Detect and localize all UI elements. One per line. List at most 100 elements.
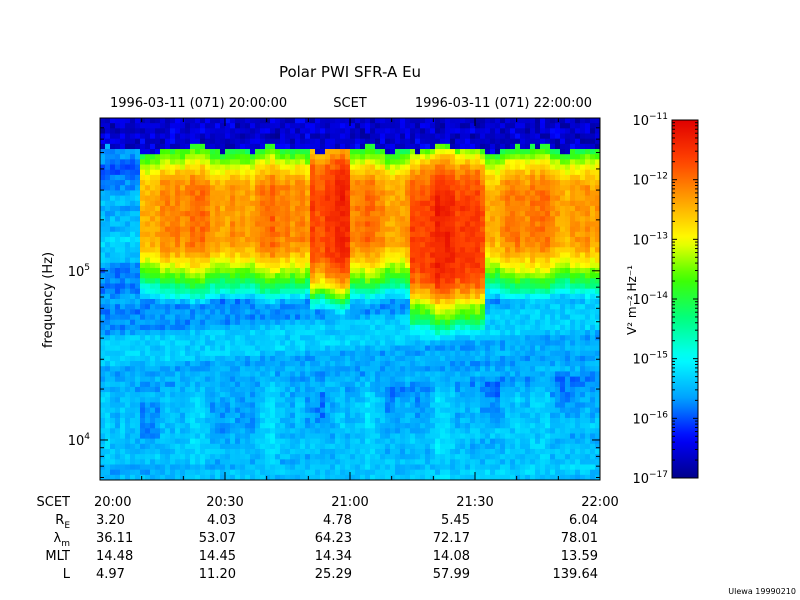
spectrogram-cell — [405, 273, 411, 279]
spectrogram-cell — [180, 262, 186, 269]
spectrogram-cell — [105, 293, 111, 300]
spectrogram-cell — [410, 309, 416, 315]
spectrogram-cell — [300, 159, 306, 165]
spectrogram-cell — [160, 221, 166, 227]
spectrogram-cell — [310, 392, 316, 398]
spectrogram-cell — [225, 335, 231, 341]
spectrogram-cell — [445, 174, 451, 181]
spectrogram-cell — [370, 293, 376, 300]
spectrogram-cell — [335, 304, 341, 310]
spectrogram-cell — [320, 433, 326, 440]
spectrogram-cell — [295, 386, 301, 393]
spectrogram-cell — [270, 371, 276, 377]
spectrogram-cell — [270, 293, 276, 300]
spectrogram-cell — [105, 345, 111, 352]
spectrogram-cell — [335, 257, 341, 264]
spectrogram-cell — [365, 293, 371, 300]
spectrogram-cell — [140, 335, 146, 341]
spectrogram-cell — [150, 417, 156, 424]
spectrogram-cell — [370, 454, 376, 460]
spectrogram-cell — [440, 231, 446, 238]
spectrogram-cell — [215, 252, 221, 259]
spectrogram-cell — [380, 221, 386, 227]
spectrogram-cell — [390, 299, 396, 305]
spectrogram-cell — [130, 138, 136, 145]
spectrogram-cell — [250, 448, 256, 455]
spectrogram-cell — [230, 355, 236, 362]
spectrogram-cell — [430, 371, 436, 377]
spectrogram-cell — [390, 278, 396, 284]
spectrogram-cell — [140, 324, 146, 331]
spectrogram-cell — [430, 278, 436, 284]
spectrogram-cell — [285, 154, 291, 160]
spectrogram-cell — [215, 474, 221, 480]
spectrogram-cell — [265, 247, 271, 253]
spectrogram-cell — [245, 304, 251, 310]
spectrogram-cell — [140, 345, 146, 352]
spectrogram-cell — [285, 226, 291, 233]
spectrogram-cell — [190, 412, 196, 419]
spectrogram-cell — [145, 355, 151, 362]
spectrogram-cell — [310, 185, 316, 191]
spectrogram-cell — [150, 123, 156, 129]
spectrogram-cell — [240, 350, 246, 357]
spectrogram-cell — [115, 278, 121, 284]
spectrogram-cell — [430, 252, 436, 259]
spectrogram-cell — [410, 159, 416, 165]
spectrogram-cell — [395, 464, 401, 471]
spectrogram-cell — [290, 412, 296, 419]
spectrogram-cell — [355, 293, 361, 300]
spectrogram-cell — [315, 355, 321, 362]
spectrogram-cell — [225, 293, 231, 300]
spectrogram-cell — [160, 257, 166, 264]
spectrogram-cell — [195, 350, 201, 357]
spectrogram-cell — [290, 448, 296, 455]
spectrogram-cell — [115, 464, 121, 471]
spectrogram-cell — [450, 216, 456, 222]
spectrogram-cell — [300, 474, 306, 480]
spectrogram-cell — [160, 133, 166, 140]
spectrogram-cell — [260, 252, 266, 259]
spectrogram-cell — [380, 459, 386, 465]
spectrogram-cell — [290, 216, 296, 222]
spectrogram-cell — [450, 376, 456, 383]
spectrogram-cell — [400, 236, 406, 243]
spectrogram-cell — [175, 469, 181, 476]
spectrogram-cell — [310, 169, 316, 176]
spectrogram-cell — [215, 185, 221, 191]
spectrogram-cell — [175, 288, 181, 295]
spectrogram-cell — [205, 376, 211, 383]
spectrogram-cell — [405, 454, 411, 460]
spectrogram-cell — [185, 159, 191, 165]
spectrogram-cell — [280, 376, 286, 383]
spectrogram-cell — [320, 133, 326, 140]
spectrogram-cell — [340, 474, 346, 480]
spectrogram-cell — [380, 350, 386, 357]
spectrogram-cell — [280, 205, 286, 212]
spectrogram-cell — [335, 267, 341, 274]
spectrogram-cell — [200, 180, 206, 186]
spectrogram-cell — [145, 262, 151, 269]
spectrogram-cell — [290, 366, 296, 372]
spectrogram-cell — [120, 278, 126, 284]
spectrogram-cell — [240, 159, 246, 165]
spectrogram-cell — [400, 293, 406, 300]
spectrogram-cell — [275, 221, 281, 227]
spectrogram-cell — [385, 149, 391, 155]
spectrogram-cell — [200, 190, 206, 196]
spectrogram-cell — [215, 226, 221, 233]
spectrogram-cell — [190, 288, 196, 295]
spectrogram-cell — [445, 164, 451, 171]
spectrogram-cell — [230, 149, 236, 155]
spectrogram-cell — [275, 293, 281, 300]
spectrogram-cell — [335, 143, 341, 150]
spectrogram-cell — [445, 180, 451, 186]
spectrogram-cell — [260, 288, 266, 295]
spectrogram-cell — [215, 293, 221, 300]
spectrogram-cell — [325, 345, 331, 352]
spectrogram-cell — [435, 278, 441, 284]
spectrogram-cell — [210, 123, 216, 129]
spectrogram-cell — [400, 159, 406, 165]
spectrogram-cell — [310, 195, 316, 202]
spectrogram-cell — [350, 190, 356, 196]
